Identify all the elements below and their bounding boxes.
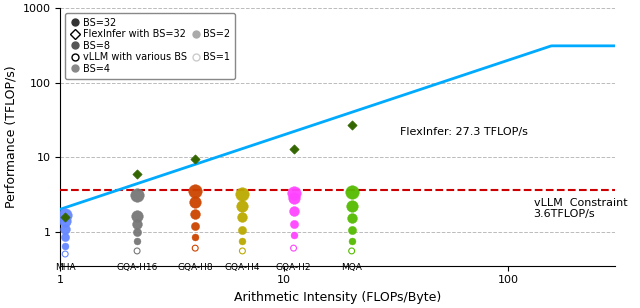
Point: [132, 229, 142, 234]
Point: [237, 192, 248, 197]
Point: [132, 214, 142, 219]
Point: [289, 246, 299, 251]
Point: [346, 216, 356, 221]
Point: [190, 246, 200, 251]
Point: [237, 238, 248, 243]
Point: [346, 238, 356, 243]
Point: [190, 212, 200, 217]
Point: [237, 204, 248, 209]
Point: [60, 213, 70, 218]
Point: [289, 222, 299, 227]
Text: FlexInfer: 27.3 TFLOP/s: FlexInfer: 27.3 TFLOP/s: [401, 127, 528, 137]
Text: vLLM  Constraint
3.6TFLOP/s: vLLM Constraint 3.6TFLOP/s: [534, 198, 627, 219]
Legend: BS=32, FlexInfer with BS=32, BS=8, vLLM with various BS, BS=4, , BS=2, , BS=1, : BS=32, FlexInfer with BS=32, BS=8, vLLM …: [65, 13, 236, 79]
Point: [132, 238, 142, 243]
Text: GQA-H4: GQA-H4: [225, 263, 260, 272]
Point: [132, 222, 142, 227]
X-axis label: Arithmetic Intensity (FLOPs/Byte): Arithmetic Intensity (FLOPs/Byte): [234, 291, 442, 304]
Point: [289, 233, 299, 237]
Point: [60, 243, 70, 248]
Point: [60, 226, 70, 231]
Point: [346, 228, 356, 233]
Point: [60, 215, 70, 220]
Point: [289, 196, 299, 201]
Text: MHA: MHA: [55, 263, 76, 272]
Point: [289, 209, 299, 213]
Point: [190, 200, 200, 205]
Point: [346, 189, 356, 194]
Point: [60, 218, 70, 223]
Point: [237, 228, 248, 233]
Text: MQA: MQA: [341, 263, 362, 272]
Point: [132, 192, 142, 197]
Text: GQA-H8: GQA-H8: [177, 263, 213, 272]
Point: [60, 252, 70, 257]
Point: [346, 122, 356, 127]
Point: [237, 215, 248, 220]
Point: [60, 234, 70, 239]
Point: [132, 171, 142, 176]
Point: [346, 249, 356, 253]
Point: [190, 234, 200, 239]
Point: [289, 191, 299, 196]
Point: [346, 204, 356, 209]
Point: [190, 223, 200, 228]
Text: GQA-H2: GQA-H2: [276, 263, 311, 272]
Y-axis label: Performance (TFLOP/s): Performance (TFLOP/s): [4, 66, 17, 208]
Text: GQA-H16: GQA-H16: [116, 263, 158, 272]
Point: [132, 249, 142, 253]
Point: [289, 146, 299, 151]
Point: [190, 156, 200, 161]
Point: [190, 188, 200, 193]
Point: [237, 249, 248, 253]
